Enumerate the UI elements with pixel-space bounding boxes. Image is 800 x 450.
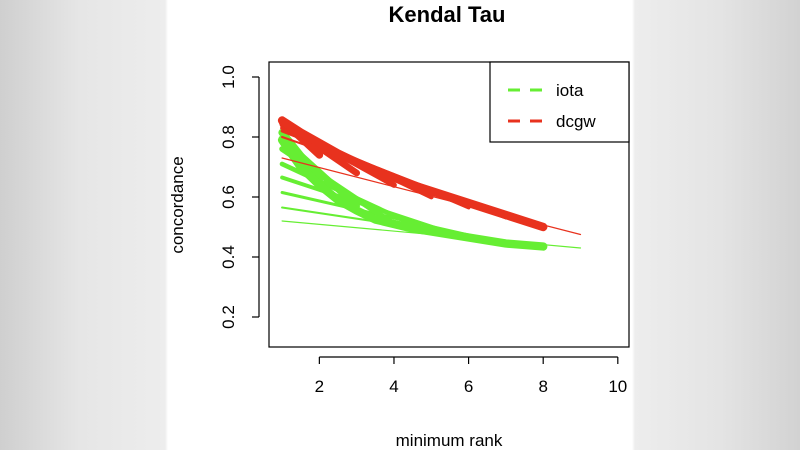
chart-title: Kendal Tau xyxy=(389,2,506,27)
y-axis-ticks: 0.2 0.4 0.6 0.8 1.0 xyxy=(219,65,259,329)
chart-figure: Kendal Tau 2 4 6 8 10 0.2 0.4 0.6 0.8 1.0 minimu… xyxy=(168,0,632,450)
chart-svg: Kendal Tau 2 4 6 8 10 0.2 0.4 0.6 0.8 1.0 minimu… xyxy=(168,2,630,450)
legend-label: dcgw xyxy=(556,112,596,131)
legend-item-iota: iota xyxy=(508,81,584,100)
x-tick-label: 2 xyxy=(315,377,324,396)
legend: iota dcgw xyxy=(489,61,630,143)
series-iota-line xyxy=(277,135,548,251)
y-tick-label: 0.8 xyxy=(219,125,238,149)
x-tick-label: 8 xyxy=(538,377,547,396)
x-tick-label: 10 xyxy=(608,377,627,396)
legend-label: iota xyxy=(556,81,584,100)
x-axis-ticks: 2 4 6 8 10 xyxy=(315,357,627,396)
legend-item-dcgw: dcgw xyxy=(508,112,596,131)
x-axis-label: minimum rank xyxy=(396,431,503,450)
y-tick-label: 0.6 xyxy=(219,185,238,209)
y-tick-label: 0.2 xyxy=(219,305,238,329)
plot-frame xyxy=(268,61,630,348)
series-layer xyxy=(277,116,582,251)
y-tick-label: 0.4 xyxy=(219,245,238,269)
legend-box xyxy=(489,61,630,143)
series-dcgw-line xyxy=(277,116,548,232)
x-tick-label: 4 xyxy=(389,377,398,396)
series-dcgw xyxy=(277,116,582,236)
x-tick-label: 6 xyxy=(464,377,473,396)
y-tick-label: 1.0 xyxy=(219,65,238,89)
y-axis-label: concordance xyxy=(168,156,187,253)
